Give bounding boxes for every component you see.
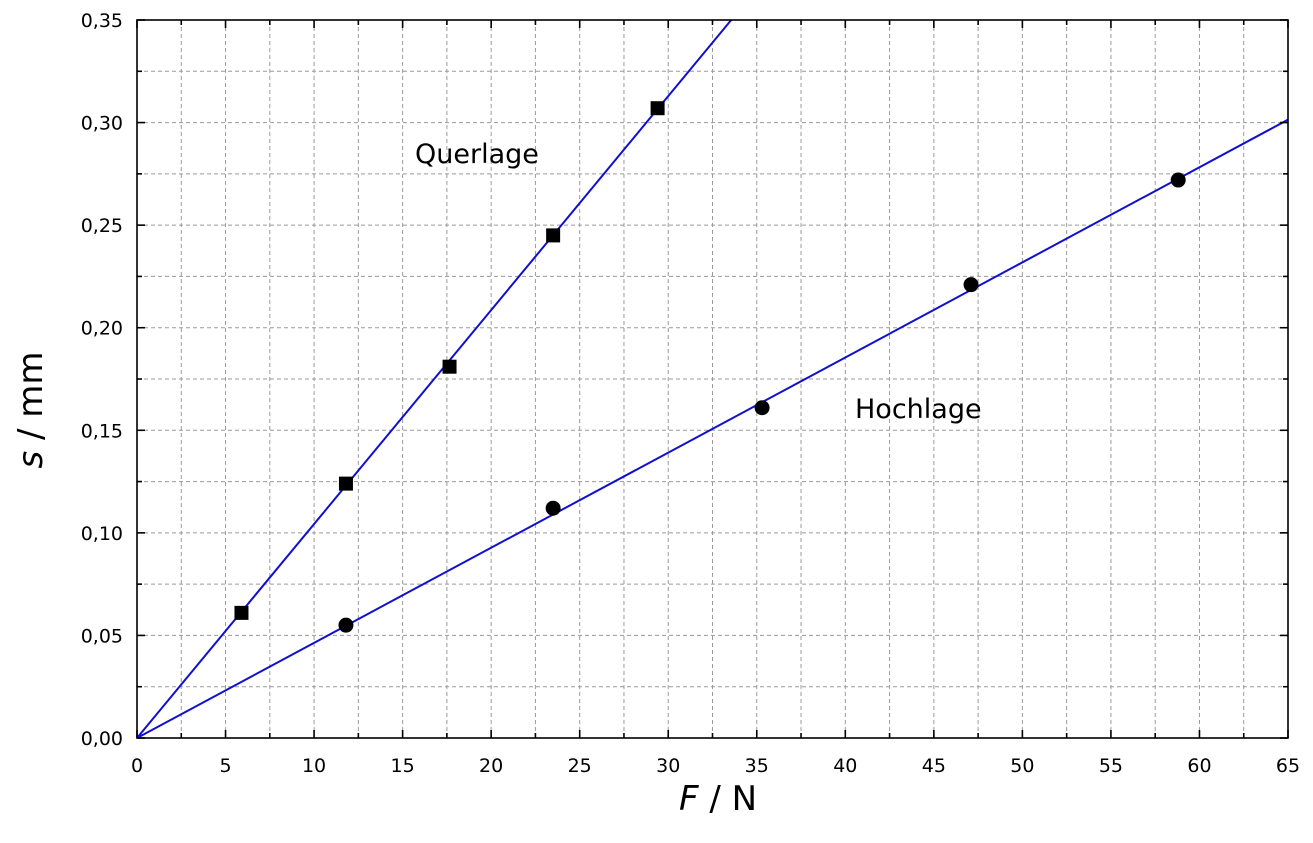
axis-ticks	[136, 19, 1289, 739]
data-point-querlage	[234, 605, 249, 620]
x-tick-label: 65	[1276, 755, 1300, 777]
x-tick-label: 10	[302, 755, 326, 777]
y-axis-label: s / mm	[11, 351, 51, 468]
y-tick-label: 0,20	[81, 318, 123, 340]
y-tick-label: 0,05	[81, 625, 123, 647]
series-label-hochlage: Hochlage	[855, 394, 982, 425]
x-axis-unit: / N	[699, 779, 758, 819]
series-label-querlage: Querlage	[415, 139, 539, 170]
y-tick-label: 0,00	[81, 728, 123, 750]
y-axis-unit: / mm	[11, 351, 51, 450]
y-axis-variable: s	[11, 451, 51, 469]
x-tick-label: 30	[656, 755, 680, 777]
data-markers	[234, 101, 1186, 633]
data-point-querlage	[442, 359, 457, 374]
y-tick-label: 0,10	[81, 523, 123, 545]
x-tick-label: 50	[1010, 755, 1034, 777]
x-tick-label: 55	[1099, 755, 1123, 777]
x-tick-labels: 0 5 10 15 20 25 30 35 40 45 50 55 60 65	[131, 755, 1300, 777]
x-tick-label: 45	[922, 755, 946, 777]
data-point-querlage	[338, 476, 353, 491]
data-point-hochlage	[1170, 172, 1186, 188]
y-tick-label: 0,25	[81, 215, 123, 237]
x-tick-label: 15	[391, 755, 415, 777]
x-tick-label: 40	[833, 755, 857, 777]
x-tick-label: 35	[745, 755, 769, 777]
x-tick-label: 25	[568, 755, 592, 777]
x-tick-label: 20	[479, 755, 503, 777]
x-tick-label: 60	[1187, 755, 1211, 777]
y-tick-label: 0,30	[81, 113, 123, 135]
y-tick-labels: 0,00 0,05 0,10 0,15 0,20 0,25 0,30 0,35	[81, 10, 123, 750]
x-axis-label: F / N	[679, 779, 757, 819]
data-point-hochlage	[338, 617, 354, 633]
data-point-hochlage	[754, 400, 770, 416]
y-tick-label: 0,15	[81, 420, 123, 442]
grid	[137, 20, 1288, 738]
x-axis-variable: F	[679, 779, 699, 819]
y-tick-label: 0,35	[81, 10, 123, 32]
fit-line-hochlage	[136, 118, 1289, 739]
data-point-hochlage	[963, 277, 979, 293]
x-tick-label: 5	[219, 755, 231, 777]
data-point-querlage	[650, 101, 665, 116]
x-tick-label: 0	[131, 755, 143, 777]
data-point-querlage	[546, 228, 561, 243]
data-point-hochlage	[545, 500, 561, 516]
